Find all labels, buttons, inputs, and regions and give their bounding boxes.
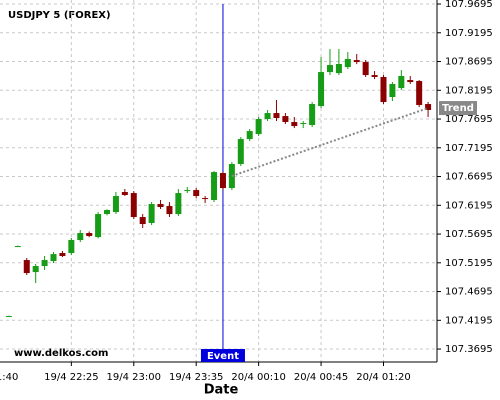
- x-tick-label: 19/4 21:40: [0, 372, 18, 383]
- x-tick-label: 19/4 22:25: [44, 372, 98, 383]
- candle-body: [211, 172, 218, 201]
- candle-body: [121, 192, 128, 196]
- candle-body: [353, 60, 360, 63]
- x-tick-label: 20/4 01:20: [356, 372, 410, 383]
- candle-body: [326, 65, 333, 73]
- candle-body: [407, 80, 414, 83]
- candle-body: [148, 204, 155, 224]
- candle-body: [246, 131, 253, 140]
- y-tick-label: 107.9695: [445, 0, 493, 10]
- candle-body: [32, 266, 39, 273]
- candle-body: [237, 139, 244, 165]
- candle-body: [68, 240, 75, 254]
- candle-body: [380, 77, 387, 103]
- candle-body: [309, 104, 316, 126]
- candle-body: [14, 246, 21, 248]
- candle-body: [273, 113, 280, 119]
- watermark: www.delkos.com: [14, 348, 108, 359]
- candle-body: [184, 190, 191, 192]
- candle-body: [166, 206, 173, 215]
- candle-body: [104, 210, 111, 215]
- y-tick-label: 107.4695: [445, 287, 493, 298]
- y-tick-label: 107.7195: [445, 143, 493, 154]
- y-tick-label: 107.7695: [445, 114, 493, 125]
- candle-body: [77, 233, 84, 241]
- candle-body: [202, 198, 209, 200]
- x-tick-label: 19/4 23:00: [107, 372, 161, 383]
- candle-body: [219, 173, 226, 189]
- candle-body: [23, 260, 30, 274]
- candle-body: [130, 193, 137, 218]
- trend-label: Trend: [442, 103, 474, 114]
- candle-body: [291, 122, 298, 127]
- candle-body: [139, 217, 146, 225]
- candle-body: [95, 214, 102, 238]
- x-tick-label: 20/4 00:45: [294, 372, 348, 383]
- candle-body: [425, 104, 432, 111]
- candle-body: [59, 253, 66, 257]
- candle-body: [5, 316, 12, 318]
- event-label: Event: [207, 351, 239, 362]
- candle-body: [398, 76, 405, 89]
- y-tick-label: 107.5695: [445, 229, 493, 240]
- y-tick-label: 107.6195: [445, 200, 493, 211]
- y-tick-label: 107.9195: [445, 28, 493, 39]
- y-tick-label: 107.3695: [445, 344, 493, 355]
- y-tick-label: 107.6695: [445, 172, 493, 183]
- chart-title: USDJPY 5 (FOREX): [8, 10, 111, 21]
- candle-body: [86, 233, 93, 237]
- y-tick-label: 107.4195: [445, 315, 493, 326]
- x-tick-label: 19/4 23:35: [169, 372, 223, 383]
- candle-body: [389, 84, 396, 98]
- candle-body: [344, 59, 351, 68]
- x-axis-title: Date: [204, 383, 239, 398]
- candle-body: [335, 64, 342, 74]
- candle-body: [112, 196, 119, 213]
- candle-body: [362, 62, 369, 76]
- candle-body: [255, 119, 262, 135]
- candle-body: [157, 204, 164, 208]
- candle-body: [416, 81, 423, 106]
- y-tick-label: 107.8695: [445, 57, 493, 68]
- candle-body: [300, 123, 307, 125]
- trend-label-box: [439, 101, 477, 116]
- candle-body: [282, 116, 289, 123]
- event-label-box: [200, 349, 245, 362]
- candle-body: [50, 254, 57, 262]
- candle-body: [371, 75, 378, 78]
- y-tick-label: 107.5195: [445, 258, 493, 269]
- x-tick-label: 20/4 00:10: [231, 372, 285, 383]
- trend-line: [231, 107, 429, 177]
- candle-body: [264, 113, 271, 120]
- candle-body: [175, 193, 182, 215]
- y-tick-label: 107.8195: [445, 85, 493, 96]
- candle-body: [318, 72, 325, 107]
- candle-body: [193, 190, 200, 197]
- candle-body: [41, 260, 48, 267]
